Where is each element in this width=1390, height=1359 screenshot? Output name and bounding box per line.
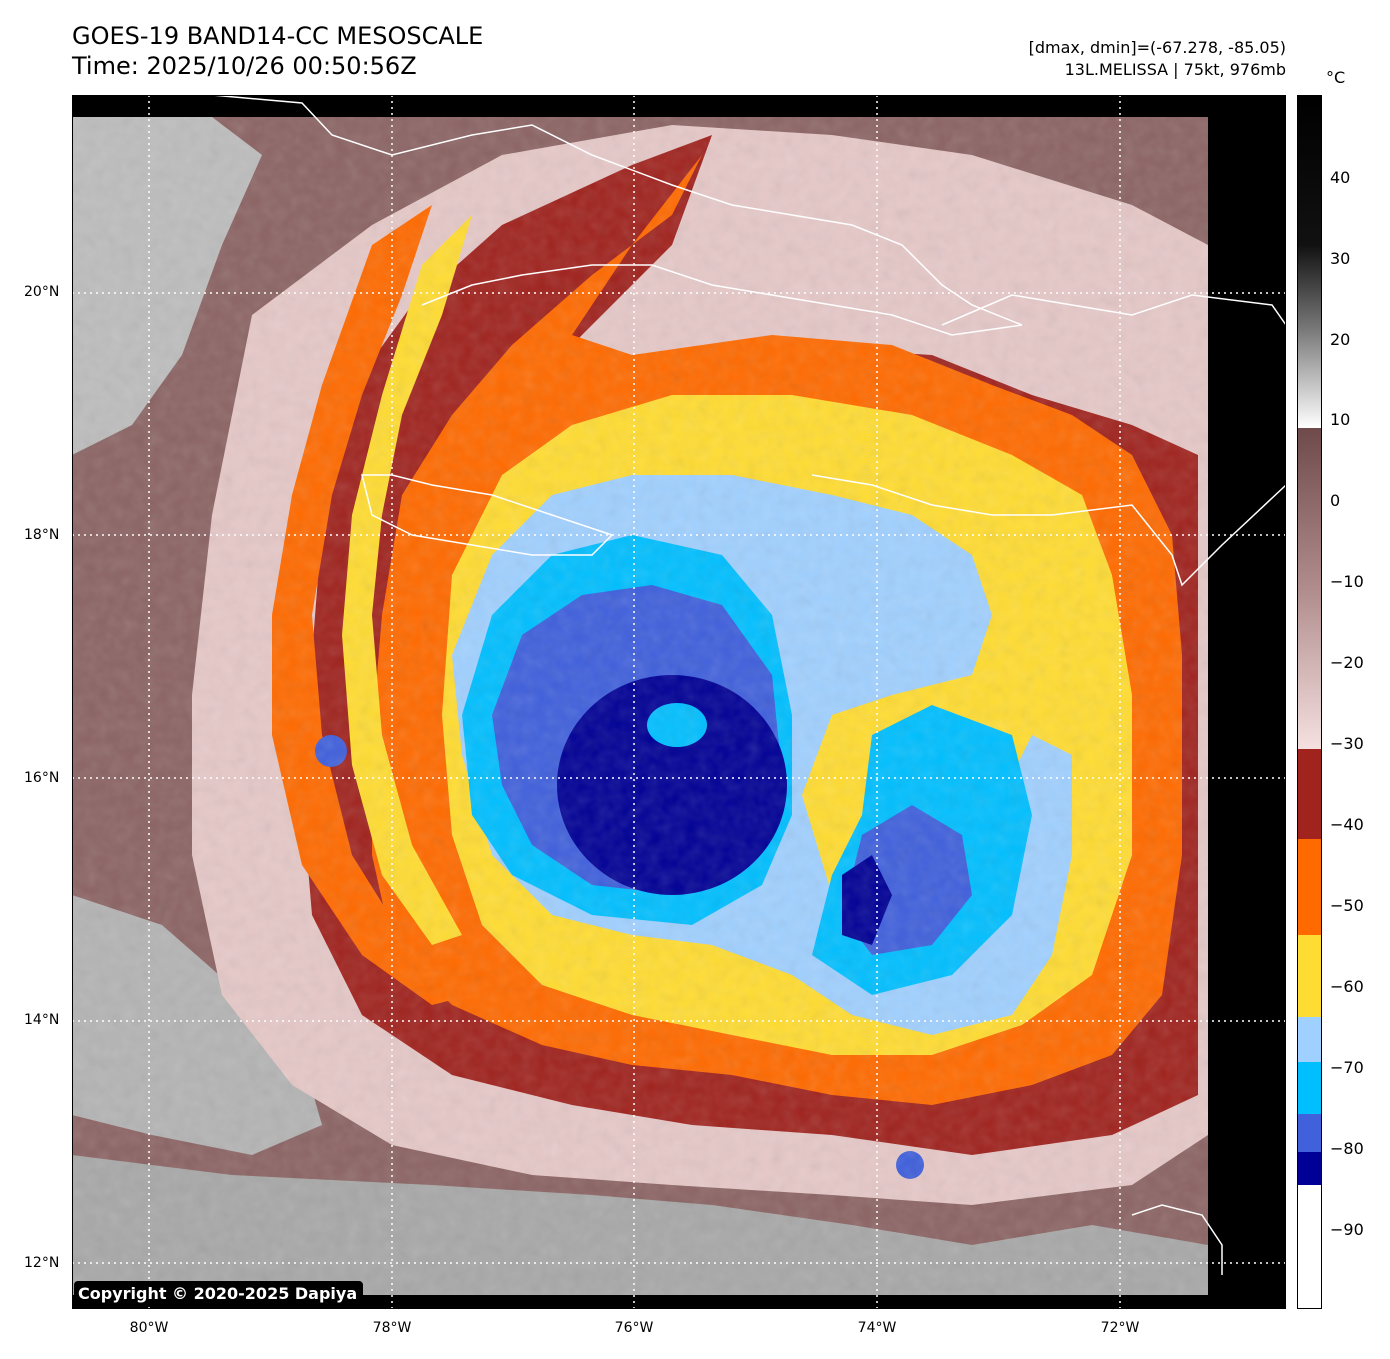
lon-label-76w: 76°W: [614, 1320, 654, 1336]
copyright-badge: Copyright © 2020-2025 Dapiya: [74, 1281, 364, 1306]
lon-label-78w: 78°W: [372, 1320, 412, 1336]
colorbar-label-40: 40: [1330, 168, 1351, 187]
chart-title: GOES-19 BAND14-CC MESOSCALE: [72, 22, 484, 50]
texture-overlay: [72, 117, 1208, 1295]
colorbar-label-30: 30: [1330, 249, 1351, 268]
coastline-cuba-south: [421, 264, 1023, 336]
colorbar-label-minus10: −10: [1330, 572, 1364, 591]
timestamp: Time: 2025/10/26 00:50:56Z: [72, 52, 417, 80]
colorbar-frame: [1297, 95, 1322, 1309]
lon-label-72w: 72°W: [1100, 1320, 1140, 1336]
colorbar-label-0: 0: [1330, 491, 1341, 510]
lat-label-18n: 18°N: [24, 527, 60, 543]
colorbar-label-minus70: −70: [1330, 1058, 1364, 1077]
coastline-cuba: [211, 95, 1023, 326]
lat-label-14n: 14°N: [24, 1012, 60, 1028]
lat-label-16n: 16°N: [24, 770, 60, 786]
lat-label-12n: 12°N: [24, 1255, 60, 1271]
lon-label-80w: 80°W: [129, 1320, 169, 1336]
colorbar-label-20: 20: [1330, 330, 1351, 349]
satellite-map: [72, 95, 1286, 1309]
colorbar-maroon-segment: [1297, 749, 1322, 839]
colorbar-label-minus30: −30: [1330, 734, 1364, 753]
colorbar-unit: °C: [1326, 68, 1346, 87]
temperature-range: [dmax, dmin]=(-67.278, -85.05): [1028, 38, 1286, 57]
colorbar-gray-segment: [1297, 95, 1322, 428]
lat-label-20n: 20°N: [24, 284, 60, 300]
lon-label-74w: 74°W: [857, 1320, 897, 1336]
colorbar-brown-segment: [1297, 428, 1322, 749]
coastline-jamaica: [361, 474, 614, 556]
coastline-hispaniola-south: [811, 474, 1286, 587]
coastlines: [211, 95, 1286, 1275]
colorbar-label-minus50: −50: [1330, 896, 1364, 915]
colorbar-label-minus90: −90: [1330, 1220, 1364, 1239]
colorbar-label-10: 10: [1330, 410, 1351, 429]
storm-info: 13L.MELISSA | 75kt, 976mb: [1064, 60, 1286, 79]
colorbar-navy-segment: [1297, 1152, 1322, 1185]
colorbar-label-minus20: −20: [1330, 653, 1364, 672]
map-frame: [72, 95, 1286, 1309]
colorbar-cyan-segment: [1297, 1062, 1322, 1114]
colorbar-royalblue-segment: [1297, 1114, 1322, 1152]
colorbar-yellow-segment: [1297, 935, 1322, 1017]
colorbar-label-minus80: −80: [1330, 1139, 1364, 1158]
colorbar-orange-segment: [1297, 839, 1322, 935]
coastline-colombia: [1131, 1204, 1223, 1275]
colorbar-label-minus60: −60: [1330, 977, 1364, 996]
gridlines: [72, 95, 1286, 1309]
colorbar-lightblue-segment: [1297, 1017, 1322, 1062]
colorbar-label-minus40: −40: [1330, 815, 1364, 834]
colorbar-white-segment: [1297, 1185, 1322, 1309]
colorbar: [1297, 95, 1322, 1309]
coastline-hispaniola: [941, 294, 1286, 326]
